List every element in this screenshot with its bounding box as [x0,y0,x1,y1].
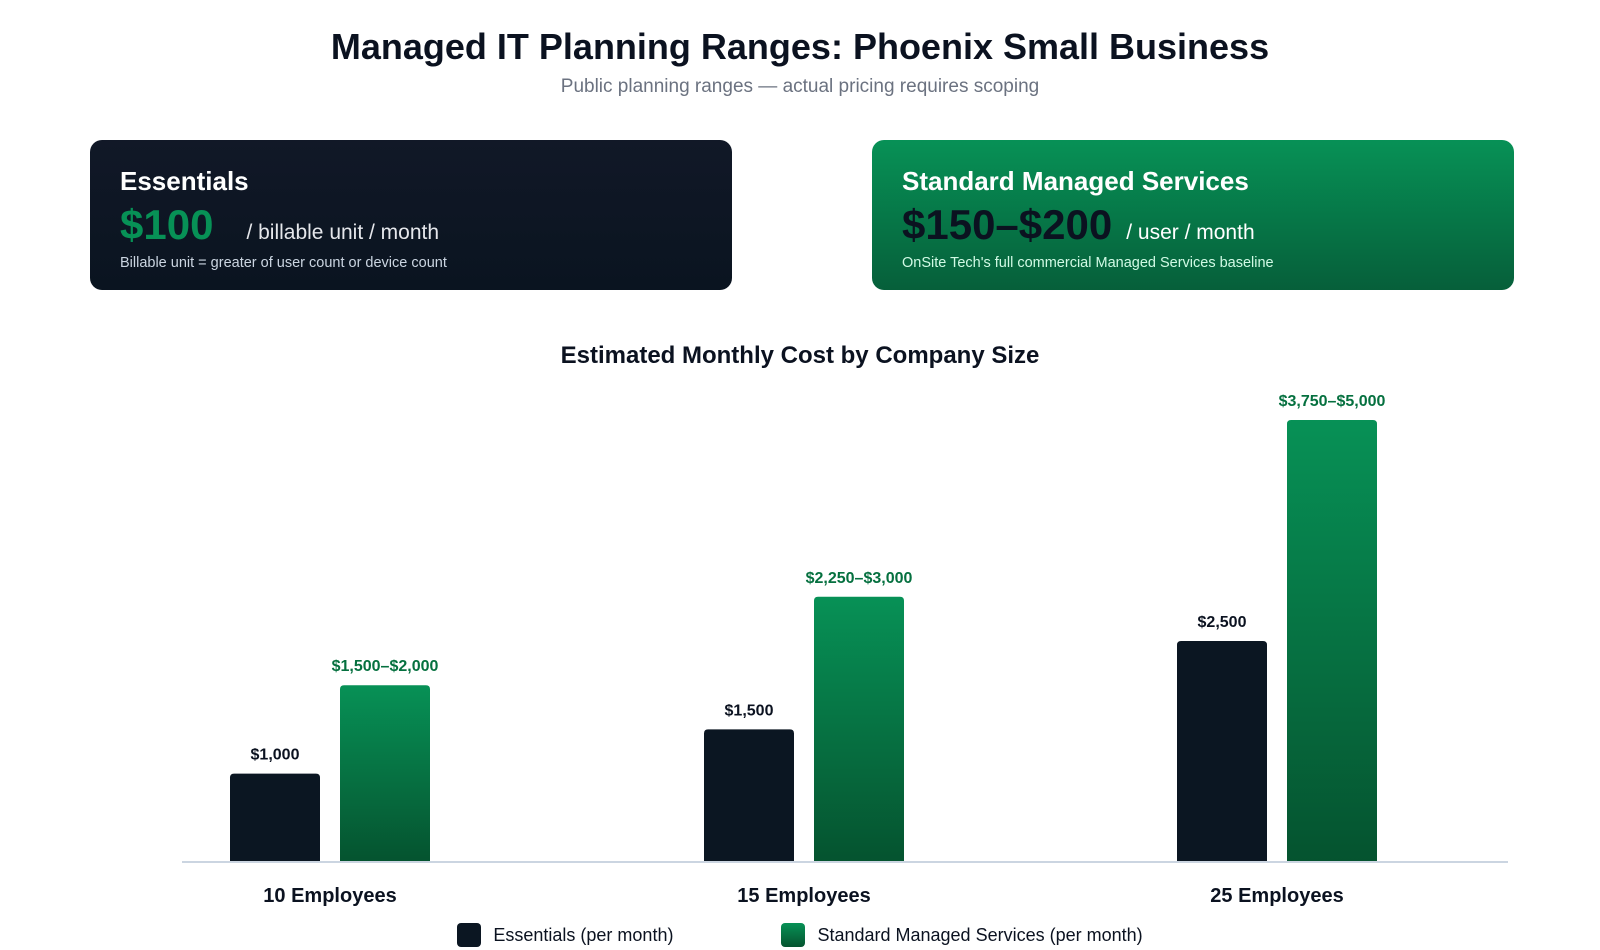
legend-item-essentials: Essentials (per month) [457,923,673,947]
bar-chart: $1,000 $1,500–$2,000 10 Employees $1,500 $2,… [182,393,1508,907]
category-label-25-employees: 25 Employees [1210,885,1343,907]
chart-bars [230,420,1377,862]
essentials-price-row: $100 / billable unit / month [120,201,702,249]
standard-price-row: $150–$200 / user / month [902,201,1484,249]
chart-title: Estimated Monthly Cost by Company Size [560,342,1040,369]
legend-swatch-standard [781,923,806,947]
data-label-essentials-10-employees: $1,000 [251,747,300,764]
bar-essentials-25-employees [1177,641,1267,862]
bar-essentials-15-employees [704,729,794,862]
chart-legend: Essentials (per month) Standard Managed … [0,922,1600,948]
standard-card: Standard Managed Services $150–$200 / us… [872,140,1514,290]
bar-essentials-10-employees [230,773,320,862]
essentials-card: Essentials $100 / billable unit / month … [90,140,732,290]
data-label-standard-25-employees: $3,750–$5,000 [1279,393,1386,410]
data-label-standard-10-employees: $1,500–$2,000 [332,658,439,675]
essentials-card-title: Essentials [120,166,249,196]
standard-card-note: OnSite Tech's full commercial Managed Se… [902,255,1274,271]
data-label-essentials-25-employees: $2,500 [1198,614,1247,631]
standard-card-title: Standard Managed Services [902,166,1249,196]
legend-label-standard: Standard Managed Services (per month) [817,924,1143,945]
category-label-15-employees: 15 Employees [737,885,870,907]
page-title: Managed IT Planning Ranges: Phoenix Smal… [330,26,1270,67]
legend-swatch-essentials [457,923,482,947]
legend-label-essentials: Essentials (per month) [493,924,674,945]
data-label-standard-15-employees: $2,250–$3,000 [806,570,913,587]
bar-standard-25-employees [1287,420,1377,862]
legend-item-standard: Standard Managed Services (per month) [781,923,1143,947]
data-label-essentials-15-employees: $1,500 [725,702,774,719]
essentials-price-unit: / billable unit / month [246,221,440,244]
standard-price-unit: / user / month [1126,221,1255,244]
essentials-card-note: Billable unit = greater of user count or… [120,255,447,271]
essentials-price: $100 [120,201,214,248]
bar-standard-10-employees [340,685,430,862]
category-label-10-employees: 10 Employees [263,885,396,907]
bar-standard-15-employees [814,596,904,862]
page-subtitle: Public planning ranges — actual pricing … [560,76,1040,97]
standard-price: $150–$200 [902,201,1113,248]
chart-labels: $1,000 $1,500–$2,000 10 Employees $1,500 $2,… [251,393,1386,907]
